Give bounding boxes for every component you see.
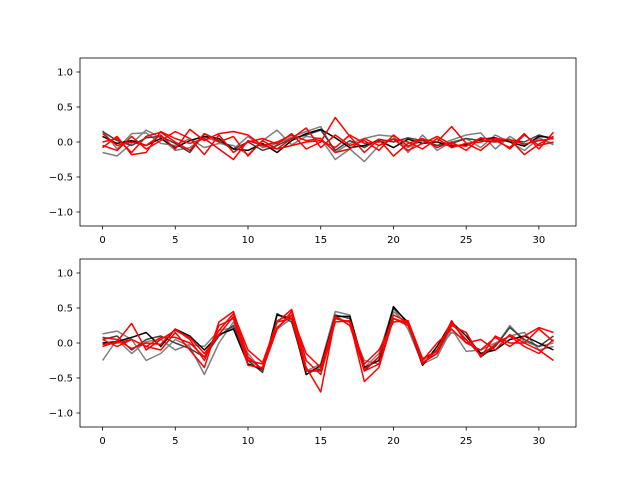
top-x-tick-label: 10 [242,235,255,246]
bottom-y-tick-label: −0.5 [49,374,73,385]
bottom-y-tick-label: 1.0 [57,269,73,280]
top-series-line-7 [102,130,554,161]
top-series-line-6 [102,128,554,154]
chart-bottom: 0 5 10 15 20 25 30 −1.0 −0.5 0.0 0.5 1.0 [49,258,577,447]
bottom-x-tick-label: 10 [242,436,255,447]
top-x-tick-label: 5 [172,235,178,246]
top-y-tick-label: 0.0 [57,138,73,149]
bottom-x-tick-label: 20 [387,436,400,447]
top-x-tick-label: 20 [387,235,400,246]
bottom-series-group [101,305,554,393]
bottom-y-tick-label: 0.5 [57,304,73,315]
top-x-tick-label: 25 [460,235,473,246]
bottom-series-line-6 [102,314,554,372]
bottom-x-tick-label: 25 [460,436,473,447]
top-x-tick-label: 15 [314,235,327,246]
bottom-y-tick-label: 0.0 [57,339,73,350]
top-y-tick-label: −1.0 [49,208,73,219]
top-x-tick-label: 30 [533,235,546,246]
top-series-group [101,116,555,163]
bottom-y-tick-label: −1.0 [49,409,73,420]
top-y-tick-label: 1.0 [57,68,73,79]
bottom-x-tick-label: 15 [314,436,327,447]
bottom-x-tick-label: 5 [172,436,178,447]
bottom-x-tick-label: 30 [533,436,546,447]
chart-top: 0 5 10 15 20 25 30 −1.0 −0.5 0.0 0.5 1.0 [49,57,577,246]
top-x-tick-label: 0 [99,235,105,246]
top-y-tick-label: 0.5 [57,103,73,114]
bottom-x-tick-label: 0 [99,436,105,447]
bottom-series-line-7 [102,308,554,376]
top-series-line-5 [102,125,554,157]
top-y-tick-label: −0.5 [49,173,73,184]
